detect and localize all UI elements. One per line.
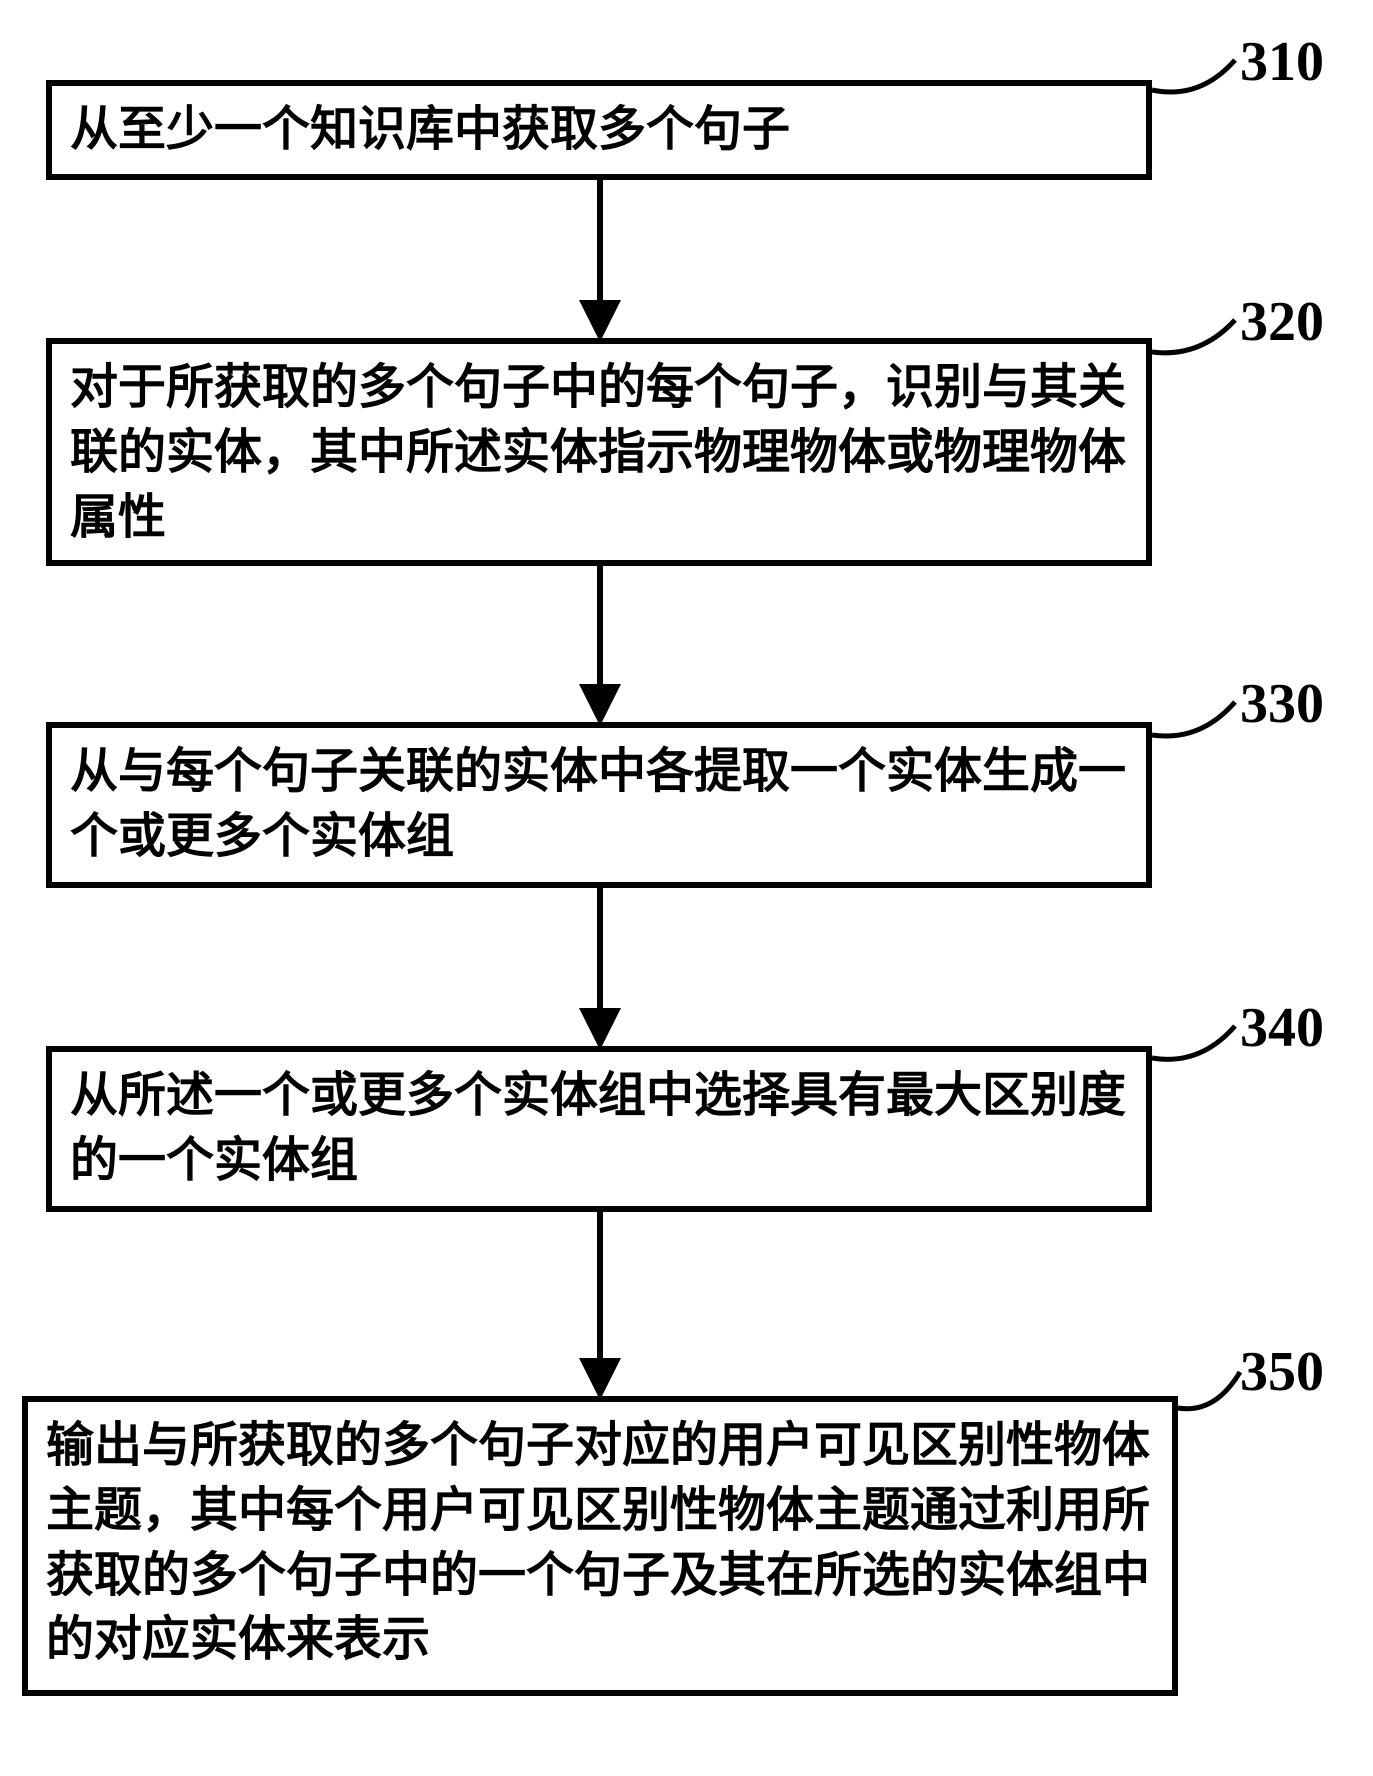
leader-350 (0, 0, 1373, 1776)
